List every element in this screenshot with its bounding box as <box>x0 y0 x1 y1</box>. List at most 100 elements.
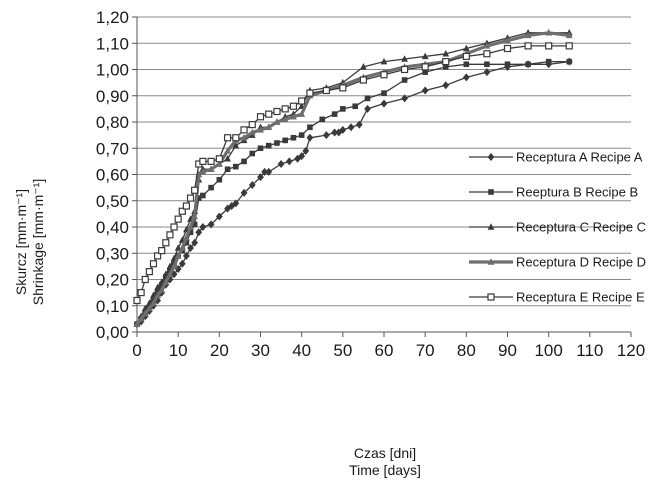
y-tick-label: 0,50 <box>96 192 129 211</box>
data-point <box>240 126 248 134</box>
data-point <box>137 289 145 297</box>
data-point <box>525 61 531 68</box>
data-point <box>277 160 285 168</box>
data-point <box>352 103 358 110</box>
data-point <box>331 111 338 117</box>
y-axis-title: Skurcz [mm·m⁻¹] Shrinkage [mm·m⁻¹] <box>13 179 46 305</box>
data-point <box>421 86 429 95</box>
data-point <box>565 31 573 39</box>
data-point <box>322 131 330 140</box>
data-point <box>565 42 573 50</box>
x-tick-label: 40 <box>292 341 311 360</box>
series-5 <box>133 42 573 305</box>
y-tick-label: 0,30 <box>96 244 129 263</box>
data-point <box>162 239 170 247</box>
data-point <box>483 68 491 77</box>
data-point <box>224 166 231 173</box>
legend-item: Receptura C Recipe C <box>469 220 646 235</box>
data-point <box>545 28 553 36</box>
legend-item: Receptura D Recipe D <box>469 255 646 270</box>
data-point <box>273 118 281 125</box>
data-point <box>200 192 206 199</box>
data-point <box>290 112 297 120</box>
data-point <box>347 123 355 132</box>
x-tick-label: 20 <box>210 341 229 360</box>
data-point <box>158 247 166 255</box>
data-point <box>215 155 223 163</box>
data-point <box>265 142 272 149</box>
y-tick-label: 0,90 <box>96 87 129 106</box>
data-point <box>290 134 297 141</box>
data-point <box>149 260 158 268</box>
data-point <box>273 107 281 116</box>
data-point <box>207 157 215 165</box>
x-tick-label: 90 <box>498 341 517 360</box>
data-point <box>421 63 429 71</box>
data-point <box>145 268 153 276</box>
x-tick-label: 70 <box>416 341 435 360</box>
data-point <box>306 89 314 97</box>
data-point <box>240 188 248 197</box>
data-point <box>281 105 289 113</box>
legend-label: Receptura C Recipe C <box>516 220 646 235</box>
data-point <box>195 195 202 201</box>
data-point <box>381 90 387 96</box>
data-point <box>298 152 306 161</box>
series-line <box>135 31 570 326</box>
data-point <box>545 42 553 50</box>
data-point <box>154 283 161 291</box>
data-point <box>170 223 178 231</box>
data-point <box>483 42 491 49</box>
data-point <box>232 134 240 142</box>
data-point <box>421 52 429 60</box>
data-point <box>186 194 195 202</box>
data-point <box>265 167 273 176</box>
data-point <box>248 181 256 189</box>
data-point <box>462 73 470 82</box>
legend-marker <box>487 258 495 265</box>
data-point <box>170 262 178 270</box>
data-point <box>145 304 153 312</box>
data-point <box>199 168 207 175</box>
data-point <box>380 71 388 79</box>
data-point <box>545 58 552 65</box>
data-point <box>233 163 239 170</box>
data-point <box>178 259 186 268</box>
legend-label: Receptura E Recipe E <box>516 290 645 305</box>
data-point <box>483 50 491 58</box>
data-point <box>306 133 314 142</box>
data-point <box>524 42 532 50</box>
x-tick-label: 80 <box>457 341 476 360</box>
data-point <box>289 102 298 110</box>
data-point <box>182 202 190 210</box>
x-axis-title-line-1: Czas [dni] <box>354 445 416 461</box>
data-point <box>216 176 223 183</box>
data-point <box>355 120 363 129</box>
data-point <box>261 167 269 176</box>
x-tick-label: 100 <box>534 341 562 360</box>
data-point <box>524 31 532 39</box>
x-axis-title-line-2: Time [days] <box>349 462 421 478</box>
data-point <box>442 58 450 66</box>
y-tick-label: 1,00 <box>96 61 129 80</box>
data-point <box>442 64 449 70</box>
data-point <box>223 134 232 142</box>
data-point <box>442 49 450 57</box>
y-tick-label: 0,20 <box>96 271 129 290</box>
data-point <box>232 199 240 208</box>
data-point <box>442 81 450 90</box>
data-point <box>141 309 149 317</box>
series-1 <box>133 57 573 329</box>
y-axis-title-line-1: Skurcz [mm·m⁻¹] <box>13 189 29 295</box>
x-tick-labels: 0 10 20 30 40 50 60 70 80 90 100 110 120 <box>132 341 645 360</box>
data-point <box>232 141 240 149</box>
y-tick-label: 1,20 <box>96 8 129 27</box>
data-point <box>359 76 368 84</box>
data-point <box>183 239 190 246</box>
data-point <box>307 124 313 131</box>
data-point <box>224 147 231 154</box>
data-point <box>504 61 511 68</box>
data-point <box>187 223 194 230</box>
data-point <box>183 233 190 241</box>
data-point <box>285 157 293 166</box>
